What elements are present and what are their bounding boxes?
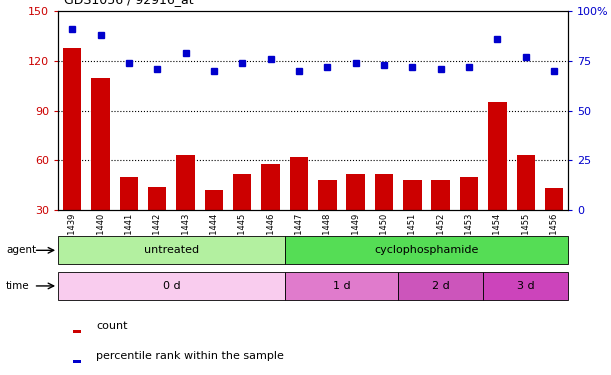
Bar (488, 102, 507, 260)
Bar (545, 189, 563, 260)
Text: agent: agent (6, 245, 36, 255)
Bar (63, 48, 81, 260)
Bar (120, 177, 138, 260)
Text: 3 d: 3 d (517, 281, 535, 291)
Bar (73, 330, 81, 333)
Bar (285, 236, 568, 264)
Text: count: count (97, 321, 128, 332)
Text: untreated: untreated (144, 245, 199, 255)
Bar (346, 174, 365, 260)
Bar (233, 174, 252, 260)
Bar (290, 157, 308, 260)
Bar (398, 272, 483, 300)
Bar (403, 180, 422, 260)
Bar (73, 360, 81, 363)
Text: cyclophosphamide: cyclophosphamide (375, 245, 478, 255)
Bar (375, 174, 393, 260)
Bar (431, 180, 450, 260)
Bar (177, 155, 195, 260)
Bar (460, 177, 478, 260)
Bar (92, 78, 110, 260)
Text: 2 d: 2 d (432, 281, 450, 291)
Text: 1 d: 1 d (332, 281, 350, 291)
Bar (516, 155, 535, 260)
Text: 0 d: 0 d (163, 281, 180, 291)
Text: percentile rank within the sample: percentile rank within the sample (97, 351, 284, 361)
Bar (205, 190, 223, 260)
Bar (58, 236, 285, 264)
Bar (483, 272, 568, 300)
Bar (285, 272, 398, 300)
Text: time: time (6, 281, 30, 291)
Bar (58, 272, 285, 300)
Bar (318, 180, 337, 260)
Bar (262, 164, 280, 260)
Bar (148, 187, 166, 260)
Text: GDS1056 / 92916_at: GDS1056 / 92916_at (64, 0, 194, 6)
